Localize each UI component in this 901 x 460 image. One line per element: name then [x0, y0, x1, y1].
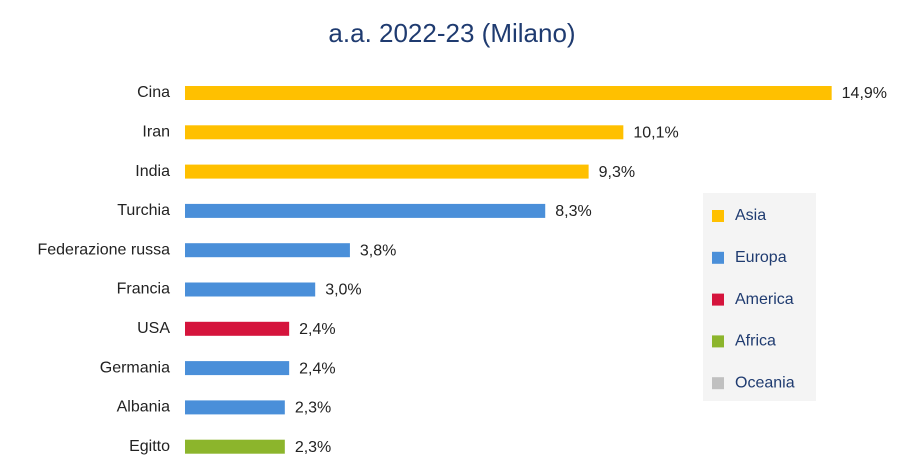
bar — [185, 243, 350, 258]
chart-title: a.a. 2022-23 (Milano) — [328, 18, 575, 48]
legend-label: Asia — [735, 207, 766, 224]
value-label: 10,1% — [633, 125, 678, 142]
legend-swatch — [712, 293, 724, 306]
legend-swatch — [712, 377, 724, 390]
bar — [185, 400, 285, 415]
value-label: 3,0% — [325, 282, 361, 299]
value-label: 2,3% — [295, 400, 331, 417]
value-label: 14,9% — [842, 85, 887, 102]
value-label: 8,3% — [555, 203, 591, 220]
bar — [185, 203, 546, 218]
y-tick-label: Iran — [142, 124, 170, 141]
y-tick-label: Albania — [117, 399, 170, 416]
value-label: 2,4% — [299, 360, 335, 377]
y-tick-label: Cina — [137, 84, 170, 101]
bar — [185, 439, 285, 454]
value-label: 2,4% — [299, 321, 335, 338]
bar — [185, 282, 316, 297]
value-label: 2,3% — [295, 439, 331, 456]
legend-swatch — [712, 335, 724, 348]
bar — [185, 125, 624, 140]
bar — [185, 164, 589, 179]
y-tick-label: Francia — [117, 281, 170, 298]
y-tick-label: Federazione russa — [37, 241, 170, 258]
bar — [185, 321, 290, 336]
value-label: 9,3% — [599, 164, 635, 181]
y-tick-label: India — [135, 163, 170, 180]
bar — [185, 361, 290, 376]
legend-label: America — [735, 291, 794, 308]
value-label: 3,8% — [360, 242, 396, 259]
y-tick-label: Germania — [100, 359, 170, 376]
y-tick-label: Turchia — [117, 202, 170, 219]
legend-swatch — [712, 251, 724, 264]
legend-label: Europa — [735, 249, 787, 266]
bar — [185, 86, 832, 100]
legend-label: Oceania — [735, 374, 795, 391]
y-tick-label: USA — [137, 320, 170, 337]
y-tick-label: Egitto — [129, 438, 170, 455]
legend-swatch — [712, 210, 724, 222]
legend-label: Africa — [735, 333, 776, 350]
